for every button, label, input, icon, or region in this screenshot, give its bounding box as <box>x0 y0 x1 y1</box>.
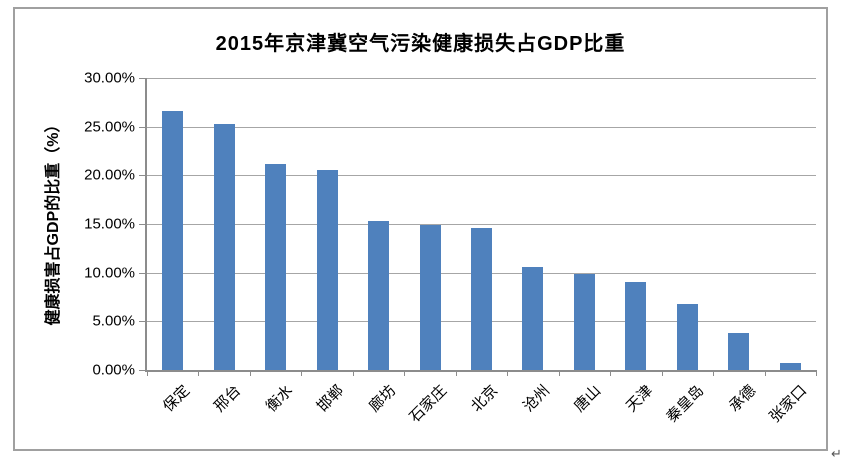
x-axis-tick <box>352 370 354 376</box>
x-axis-tick <box>147 370 148 376</box>
y-axis-tick-label: 30.00% <box>84 69 135 87</box>
bar <box>162 111 184 370</box>
x-axis-tick <box>713 370 715 376</box>
x-axis-label: 秦皇岛 <box>663 382 708 426</box>
x-axis-label: 承德 <box>725 382 759 416</box>
y-axis-tick <box>139 175 147 177</box>
bar <box>265 163 287 370</box>
bar <box>471 227 492 370</box>
gridline <box>147 224 816 225</box>
y-axis-tick-label: 5.00% <box>92 312 135 330</box>
x-axis-label: 邯郸 <box>314 382 348 416</box>
x-axis-label: 天津 <box>622 382 657 416</box>
x-axis-tick <box>249 370 251 376</box>
bar <box>573 273 595 370</box>
chart-title: 2015年京津冀空气污染健康损失占GDP比重 <box>215 33 626 55</box>
y-axis-tick <box>139 78 147 79</box>
bar <box>625 282 647 370</box>
x-axis-tick <box>610 370 612 376</box>
x-axis-tick <box>507 370 509 376</box>
x-axis-tick <box>558 370 560 376</box>
x-axis-tick <box>764 370 766 376</box>
bar <box>368 221 390 370</box>
plot-area: 保定 邢台 衡水 邯郸 廊坊 石家庄 北京 沧州 唐山 天津 秦皇岛 承德 张家口 <box>139 78 817 426</box>
y-axis-tick <box>139 224 147 225</box>
x-axis-tick <box>816 370 817 376</box>
y-axis-tick <box>139 321 147 323</box>
y-axis-tick-label: 15.00% <box>84 215 135 233</box>
gridline <box>147 78 816 79</box>
y-axis-tick-labels: 0.00% 5.00% 10.00% 15.00% 20.00% 25.00% 30.00% <box>15 70 135 379</box>
y-axis-tick <box>139 126 147 128</box>
x-axis-label: 保定 <box>159 382 193 416</box>
chart-figure: 2015年京津冀空气污染健康损失占GDP比重 健康损害占GDP的比重（%） 0.… <box>13 7 828 451</box>
paragraph-return-mark: ↵ <box>831 446 842 461</box>
bar <box>728 333 750 370</box>
x-axis-label: 北京 <box>468 382 502 416</box>
bar <box>213 123 235 370</box>
x-axis-label: 张家口 <box>766 382 811 426</box>
y-axis-tick-label: 10.00% <box>84 264 135 282</box>
x-axis-tick <box>301 370 303 376</box>
x-axis-label: 廊坊 <box>365 382 399 416</box>
gridline <box>147 126 816 128</box>
x-axis-label: 衡水 <box>262 382 296 416</box>
x-axis-tick <box>455 370 457 376</box>
y-axis-tick <box>139 272 147 274</box>
bar <box>522 266 544 370</box>
x-axis-label: 邢台 <box>211 382 245 416</box>
y-axis-tick <box>139 370 147 371</box>
x-axis-label: 唐山 <box>571 382 605 416</box>
x-axis-label: 沧州 <box>519 382 554 416</box>
y-axis-tick-label: 25.00% <box>84 118 135 136</box>
y-axis-tick-label: 0.00% <box>92 361 135 379</box>
bar <box>419 224 441 370</box>
x-axis-label: 石家庄 <box>406 382 451 426</box>
y-axis-tick-label: 20.00% <box>84 166 135 184</box>
bar <box>316 170 338 370</box>
x-axis-tick <box>661 370 663 376</box>
gridline <box>147 175 816 177</box>
bar <box>676 303 698 370</box>
bar <box>779 363 801 370</box>
x-axis-tick <box>404 370 406 376</box>
x-axis-tick <box>198 370 200 376</box>
